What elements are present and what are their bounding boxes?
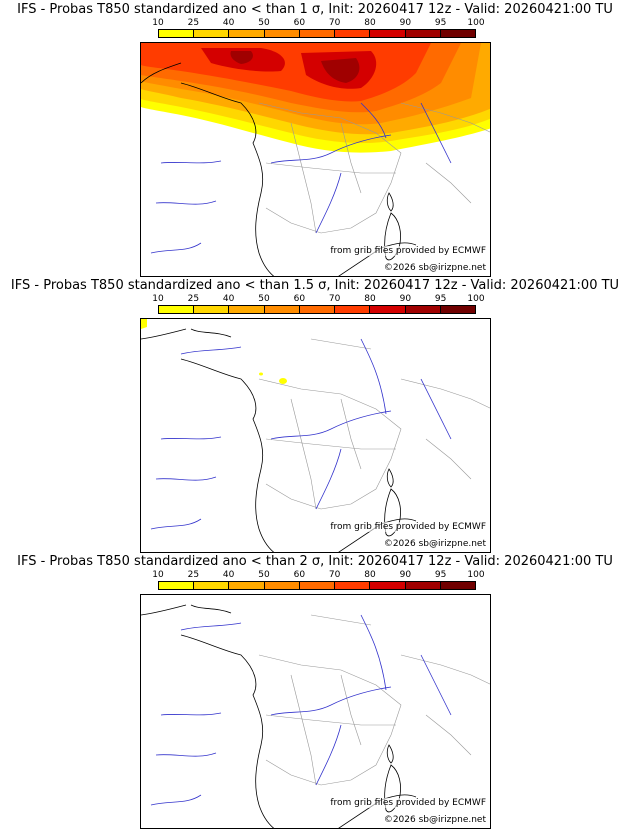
colorbar-tick-label: 25 xyxy=(187,18,200,28)
colorbar-tick-label: 40 xyxy=(222,294,235,304)
copyright-credit: ©2026 sb@irizpne.net xyxy=(383,815,486,825)
panel-title: IFS - Probas T850 standardized ano < tha… xyxy=(17,2,613,17)
region-borders xyxy=(258,102,490,234)
colorbar-tick-label: 100 xyxy=(467,570,485,580)
rivers xyxy=(150,614,452,806)
colorbar-tick-label: 90 xyxy=(399,570,412,580)
colorbar-swatch xyxy=(194,306,230,313)
colorbar-swatch xyxy=(159,306,195,313)
colorbar-swatch xyxy=(405,306,441,313)
colorbar-swatch xyxy=(405,582,441,589)
map-canvas xyxy=(141,604,490,828)
rivers xyxy=(150,102,452,254)
colorbar-swatch xyxy=(335,582,371,589)
colorbar-swatch xyxy=(299,30,336,37)
source-credit: from grib files provided by ECMWF xyxy=(330,798,486,808)
colorbar-swatch xyxy=(440,306,475,313)
colorbar-tick-label: 70 xyxy=(328,570,341,580)
rivers xyxy=(150,338,452,530)
colorbar-swatch xyxy=(194,30,230,37)
colorbar-tick-label: 100 xyxy=(467,294,485,304)
probability-field xyxy=(141,319,287,384)
colorbar-swatch xyxy=(440,582,475,589)
source-credit: from grib files provided by ECMWF xyxy=(330,522,486,532)
region-borders xyxy=(258,614,490,786)
colorbar-tick-label: 50 xyxy=(258,294,270,304)
probability-map: from grib files provided by ECMWF ©2026 … xyxy=(140,594,491,829)
colorbar-swatch xyxy=(299,306,336,313)
map-panel-1: IFS - Probas T850 standardized ano < tha… xyxy=(0,0,630,277)
probability-map: from grib files provided by ECMWF ©2026 … xyxy=(140,318,491,553)
colorbar-tick-label: 70 xyxy=(328,18,341,28)
colorbar-swatch xyxy=(194,582,230,589)
colorbar-tick-label: 80 xyxy=(364,570,376,580)
probability-field xyxy=(141,43,490,153)
map-canvas xyxy=(141,43,490,276)
colorbar-tick-label: 90 xyxy=(399,294,412,304)
colorbar-tick-label: 60 xyxy=(293,294,306,304)
colorbar xyxy=(158,29,476,38)
colorbar-tick-label: 100 xyxy=(467,18,485,28)
colorbar-tick-label: 40 xyxy=(222,18,235,28)
map-panel-3: IFS - Probas T850 standardized ano < tha… xyxy=(0,552,630,829)
colorbar-swatch xyxy=(370,30,406,37)
colorbar-tick-label: 25 xyxy=(187,294,200,304)
colorbar-labels: 10 25 40 50 60 70 80 90 95 100 xyxy=(152,294,484,304)
coastline xyxy=(141,62,417,276)
copyright-credit: ©2026 sb@irizpne.net xyxy=(383,263,486,273)
colorbar-swatch xyxy=(299,582,336,589)
panel-title: IFS - Probas T850 standardized ano < tha… xyxy=(10,278,620,293)
map-canvas xyxy=(141,319,490,552)
coastline xyxy=(141,604,417,828)
colorbar-swatch xyxy=(335,306,371,313)
probability-map: from grib files provided by ECMWF ©2026 … xyxy=(140,42,491,277)
colorbar-tick-label: 40 xyxy=(222,570,235,580)
colorbar xyxy=(158,305,476,314)
colorbar-swatch xyxy=(335,30,371,37)
region-borders xyxy=(258,338,490,510)
colorbar-tick-label: 95 xyxy=(434,18,447,28)
colorbar-swatch xyxy=(229,306,265,313)
colorbar-tick-label: 90 xyxy=(399,18,412,28)
colorbar-labels: 10 25 40 50 60 70 80 90 95 100 xyxy=(152,18,484,28)
colorbar-swatch xyxy=(159,582,195,589)
colorbar-swatch xyxy=(405,30,441,37)
colorbar-tick-label: 50 xyxy=(258,18,270,28)
colorbar xyxy=(158,581,476,590)
colorbar-tick-label: 50 xyxy=(258,570,270,580)
colorbar-tick-label: 60 xyxy=(293,570,306,580)
coastline xyxy=(141,328,417,552)
colorbar-swatch xyxy=(370,306,406,313)
panel-title: IFS - Probas T850 standardized ano < tha… xyxy=(17,554,613,569)
source-credit: from grib files provided by ECMWF xyxy=(330,246,486,256)
colorbar-tick-label: 25 xyxy=(187,570,200,580)
colorbar-tick-label: 10 xyxy=(152,294,164,304)
colorbar-swatch xyxy=(440,30,475,37)
colorbar-tick-label: 80 xyxy=(364,18,376,28)
colorbar-swatch xyxy=(229,582,265,589)
colorbar-tick-label: 60 xyxy=(293,18,306,28)
colorbar-tick-label: 70 xyxy=(328,294,341,304)
colorbar-swatch xyxy=(264,306,300,313)
copyright-credit: ©2026 sb@irizpne.net xyxy=(383,539,486,549)
colorbar-swatch xyxy=(264,582,300,589)
map-panel-2: IFS - Probas T850 standardized ano < tha… xyxy=(0,276,630,553)
colorbar-swatch xyxy=(264,30,300,37)
colorbar-tick-label: 95 xyxy=(434,570,447,580)
colorbar-swatch xyxy=(159,30,195,37)
colorbar-tick-label: 95 xyxy=(434,294,447,304)
colorbar-swatch xyxy=(229,30,265,37)
colorbar-swatch xyxy=(370,582,406,589)
colorbar-tick-label: 80 xyxy=(364,294,376,304)
colorbar-tick-label: 10 xyxy=(152,18,164,28)
colorbar-tick-label: 10 xyxy=(152,570,164,580)
colorbar-labels: 10 25 40 50 60 70 80 90 95 100 xyxy=(152,570,484,580)
